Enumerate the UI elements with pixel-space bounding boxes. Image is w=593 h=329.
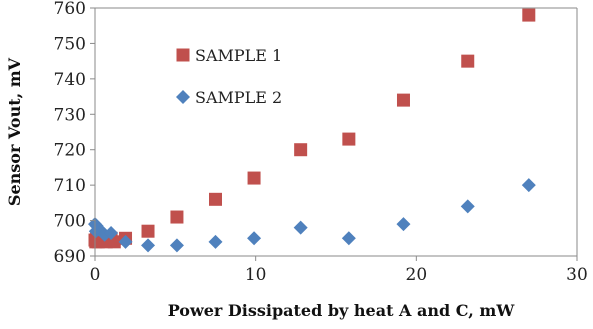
data-markers (88, 8, 536, 253)
data-point (342, 132, 356, 146)
y-tick-label: 720 (54, 141, 86, 161)
data-point (294, 143, 308, 157)
x-tick-label: 0 (90, 265, 101, 285)
data-point (141, 238, 156, 253)
y-tick-label: 750 (54, 34, 86, 54)
data-point (293, 220, 308, 235)
x-tick-label: 10 (245, 265, 267, 285)
y-tick-label: 710 (54, 176, 86, 196)
legend-marker (176, 48, 190, 62)
data-point (209, 192, 222, 206)
data-point (396, 93, 410, 107)
data-point (247, 171, 261, 185)
y-axis-ticks: 690 700 710 720 730 740 750 760 (54, 0, 95, 267)
data-point (208, 234, 223, 249)
data-point (170, 210, 184, 224)
data-point (341, 231, 356, 246)
legend: SAMPLE 1 SAMPLE 2 (176, 46, 282, 107)
y-tick-label: 740 (54, 70, 86, 90)
y-tick-label: 690 (54, 247, 86, 267)
data-point (522, 8, 536, 22)
x-tick-label: 30 (566, 265, 588, 285)
data-point (104, 225, 119, 240)
legend-label: SAMPLE 1 (195, 46, 282, 65)
y-tick-label: 730 (54, 105, 86, 125)
series-2 (88, 178, 536, 253)
x-tick-label: 20 (406, 265, 428, 285)
legend-label: SAMPLE 2 (195, 88, 282, 107)
x-axis-title: Power Dissipated by heat A and C, mW (168, 301, 516, 320)
data-point (396, 217, 411, 232)
data-point (141, 224, 155, 238)
data-point (118, 234, 133, 249)
data-point (247, 231, 262, 246)
y-tick-label: 760 (54, 0, 86, 19)
y-tick-label: 700 (54, 212, 86, 232)
data-point (460, 199, 475, 214)
y-axis-title: Sensor Vout, mV (5, 57, 24, 206)
data-point (461, 54, 475, 68)
legend-marker (176, 90, 190, 104)
x-axis-ticks: 0 10 20 30 (90, 256, 588, 285)
data-point (169, 238, 184, 253)
plot-area (88, 7, 578, 257)
data-point (521, 178, 536, 193)
